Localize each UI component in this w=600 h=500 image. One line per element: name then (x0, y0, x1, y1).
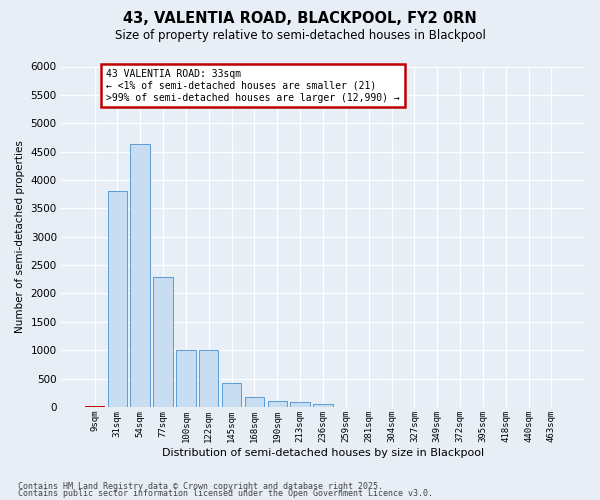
Text: 43, VALENTIA ROAD, BLACKPOOL, FY2 0RN: 43, VALENTIA ROAD, BLACKPOOL, FY2 0RN (123, 11, 477, 26)
Bar (85, 406, 104, 407)
Bar (245, 398, 264, 407)
X-axis label: Distribution of semi-detached houses by size in Blackpool: Distribution of semi-detached houses by … (162, 448, 484, 458)
Text: Contains HM Land Registry data © Crown copyright and database right 2025.: Contains HM Land Registry data © Crown c… (18, 482, 383, 491)
Bar (199, 350, 218, 407)
Bar (130, 144, 150, 407)
Bar (268, 401, 287, 407)
Text: Contains public sector information licensed under the Open Government Licence v3: Contains public sector information licen… (18, 490, 433, 498)
Bar (313, 404, 332, 407)
Bar (222, 383, 241, 407)
Bar (290, 402, 310, 407)
Bar (107, 191, 127, 407)
Text: 43 VALENTIA ROAD: 33sqm
← <1% of semi-detached houses are smaller (21)
>99% of s: 43 VALENTIA ROAD: 33sqm ← <1% of semi-de… (106, 70, 400, 102)
Bar (154, 277, 173, 407)
Y-axis label: Number of semi-detached properties: Number of semi-detached properties (15, 140, 25, 333)
Text: Size of property relative to semi-detached houses in Blackpool: Size of property relative to semi-detach… (115, 29, 485, 42)
Bar (176, 350, 196, 407)
